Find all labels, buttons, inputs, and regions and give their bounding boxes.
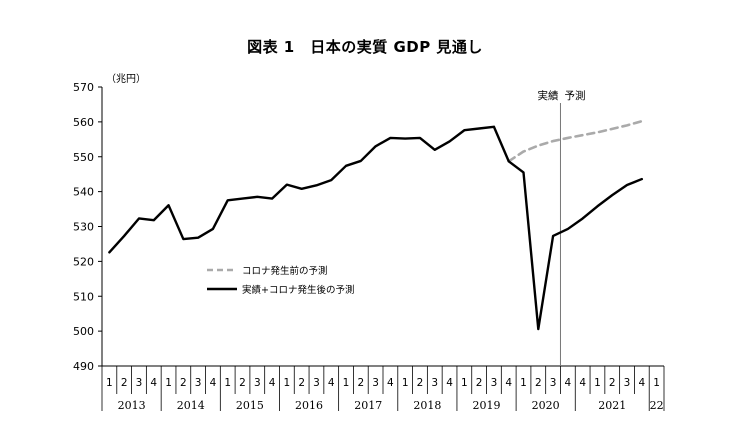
quarter-label: 4: [210, 377, 217, 389]
quarter-label: 3: [254, 377, 261, 389]
quarter-label: 2: [239, 377, 246, 389]
quarter-label: 3: [136, 377, 143, 389]
year-label: 2020: [532, 399, 560, 412]
quarter-label: 3: [491, 377, 498, 389]
series-lines: [108, 119, 644, 331]
quarter-label: 2: [476, 377, 483, 389]
year-label: 2018: [413, 399, 441, 412]
y-tick-label: 520: [73, 255, 94, 268]
year-label: 2014: [177, 399, 205, 412]
y-tick-label: 510: [73, 290, 94, 303]
y-axis-ticks: 490 500 510 520 530 540 550 560 570: [73, 81, 102, 373]
quarter-label: 1: [343, 377, 350, 389]
quarter-label: 1: [402, 377, 409, 389]
quarter-label: 1: [224, 377, 231, 389]
year-label: 22: [650, 399, 664, 412]
quarter-label: 2: [357, 377, 364, 389]
x-axis-table: 1 2 3 4 1 2 3 4 1 2 3 4 1 2 3 4 1 2 3 4 1 2 3 4 1 2 3 4 1 2 3 4 4 1 2 3 4 120…: [101, 365, 665, 412]
quarter-label: 2: [121, 377, 128, 389]
year-label: 2016: [295, 399, 323, 412]
quarter-label: 3: [550, 377, 557, 389]
quarter-label: 1: [520, 377, 527, 389]
y-tick-label: 540: [73, 186, 94, 199]
quarter-label: 1: [106, 377, 113, 389]
series-line-actual-and-forecast: [108, 125, 644, 331]
quarter-label: 4: [579, 377, 586, 389]
chart-title: 図表 1 日本の実質 GDP 見通し: [247, 38, 483, 56]
y-tick-label: 500: [73, 325, 94, 338]
y-tick-label: 570: [73, 81, 94, 94]
quarter-label: 1: [165, 377, 172, 389]
year-label: 2017: [354, 399, 382, 412]
year-label: 2015: [236, 399, 264, 412]
quarter-label: 4: [638, 377, 645, 389]
actual-forecast-divider: 実績 予測: [537, 89, 585, 366]
quarter-label: 4: [446, 377, 453, 389]
quarter-label: 2: [298, 377, 305, 389]
annotation-forecast: 予測: [564, 89, 585, 102]
legend-label-pre-covid: コロナ発生前の予測: [242, 265, 328, 277]
quarter-label: 3: [372, 377, 379, 389]
year-label: 2013: [118, 399, 146, 412]
quarter-label: 1: [653, 377, 660, 389]
quarter-label: 4: [328, 377, 335, 389]
quarter-label: 3: [624, 377, 631, 389]
quarter-label: 2: [417, 377, 424, 389]
quarter-label: 1: [284, 377, 291, 389]
quarter-label: 2: [535, 377, 542, 389]
y-tick-label: 490: [73, 360, 94, 373]
series-line-pre-covid-forecast: [507, 119, 644, 163]
y-tick-label: 560: [73, 116, 94, 129]
quarter-label: 2: [180, 377, 187, 389]
quarter-label: 3: [195, 377, 202, 389]
legend: コロナ発生前の予測 実績+コロナ発生後の予測: [207, 265, 354, 296]
quarter-label: 1: [461, 377, 468, 389]
quarter-label: 2: [609, 377, 616, 389]
quarter-label: 4: [150, 377, 157, 389]
annotation-actual: 実績: [537, 89, 558, 102]
quarter-label: 3: [431, 377, 438, 389]
year-label: 2019: [473, 399, 501, 412]
quarter-label: 4: [505, 377, 512, 389]
quarter-label: 4: [269, 377, 276, 389]
quarter-label: 1: [594, 377, 601, 389]
y-tick-label: 550: [73, 151, 94, 164]
quarter-label: 4: [565, 377, 572, 389]
year-label: 2021: [598, 399, 626, 412]
y-tick-label: 530: [73, 221, 94, 234]
quarter-label: 4: [387, 377, 394, 389]
legend-label-actual: 実績+コロナ発生後の予測: [242, 284, 354, 296]
y-axis-unit-label: （兆円）: [106, 74, 146, 85]
quarter-label: 3: [313, 377, 320, 389]
